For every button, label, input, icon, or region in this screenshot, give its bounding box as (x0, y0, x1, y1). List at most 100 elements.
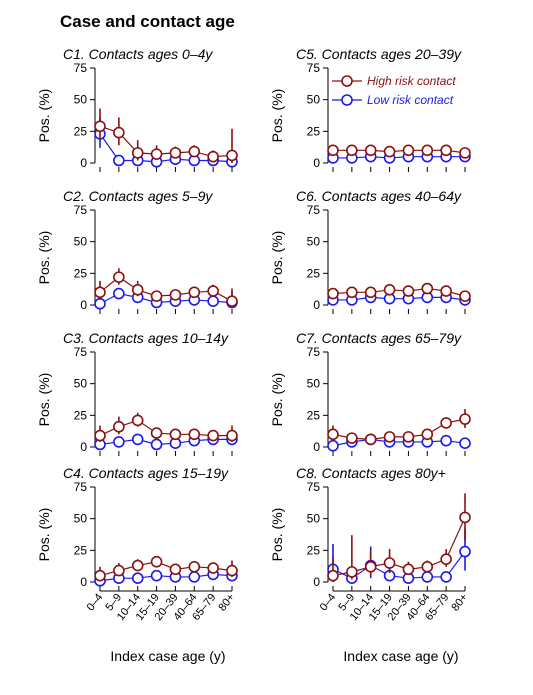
y-axis-label: Pos. (%) (36, 89, 52, 143)
data-point-high (94, 429, 106, 442)
data-point-high (440, 553, 452, 566)
data-point-high (440, 285, 452, 297)
panel-C7: C7. Contacts ages 65–79y 0 25 50 75 Pos. (%) (269, 330, 471, 456)
data-point-high (327, 144, 339, 157)
data-point-high (459, 511, 471, 524)
panel-C4: C4. Contacts ages 15–19y 0 25 50 75 Pos. (%) 0… (36, 465, 238, 664)
panel-title: C6. Contacts ages 40–64y (296, 188, 462, 204)
data-point-high (169, 563, 182, 576)
data-point-high (383, 431, 396, 443)
data-point-high (131, 559, 144, 572)
y-axis-label: Pos. (%) (269, 508, 285, 562)
data-point-low (131, 572, 144, 585)
data-point-high (402, 563, 415, 576)
data-point-high (131, 414, 144, 427)
y-tick-label: 75 (74, 480, 88, 494)
x-axis-label: Index case age (y) (343, 648, 458, 664)
panel-C5: C5. Contacts ages 20–39y 0 25 50 75 Pos. (%) H… (269, 46, 471, 172)
y-tick-label: 25 (307, 266, 321, 280)
y-tick-label: 75 (307, 203, 321, 217)
data-point-high (346, 144, 358, 157)
y-tick-label: 0 (80, 575, 87, 589)
data-point-low (113, 287, 125, 300)
data-point-low (113, 436, 125, 448)
y-tick-label: 25 (307, 408, 321, 422)
data-point-high (226, 429, 238, 442)
data-point-high (207, 429, 219, 442)
data-point-low (131, 433, 144, 446)
y-tick-label: 75 (307, 345, 321, 359)
x-axis-label: Index case age (y) (110, 648, 225, 664)
y-axis-label: Pos. (%) (269, 89, 285, 143)
y-tick-label: 0 (80, 298, 87, 312)
panel-title: C4. Contacts ages 15–19y (63, 465, 229, 481)
data-point-high (94, 569, 106, 582)
y-tick-label: 75 (74, 203, 88, 217)
y-tick-label: 75 (74, 345, 88, 359)
data-point-high (421, 144, 434, 157)
data-point-high (421, 282, 434, 295)
y-tick-label: 75 (307, 480, 321, 494)
y-tick-label: 50 (74, 377, 88, 391)
data-point-high (113, 271, 125, 283)
data-point-high (459, 413, 471, 425)
y-axis-label: Pos. (%) (269, 231, 285, 285)
data-point-high (169, 289, 182, 301)
y-tick-label: 50 (307, 93, 321, 107)
data-point-high (383, 145, 396, 158)
y-tick-label: 25 (307, 543, 321, 557)
data-point-high (94, 120, 106, 133)
data-point-high (188, 286, 201, 299)
panel-C8: C8. Contacts ages 80y+ 0 25 50 75 Pos. (%) 0–4… (269, 465, 471, 664)
data-point-high (131, 283, 144, 296)
y-tick-label: 0 (313, 156, 320, 170)
data-point-low (440, 434, 452, 447)
y-tick-label: 50 (307, 377, 321, 391)
data-point-high (327, 428, 339, 441)
data-point-high (364, 560, 377, 573)
page-title: Case and contact age (60, 12, 235, 31)
data-point-low (94, 297, 106, 310)
y-tick-label: 0 (80, 440, 87, 454)
data-point-high (346, 432, 358, 444)
data-point-high (226, 564, 238, 577)
data-point-high (188, 560, 201, 573)
data-point-high (131, 147, 144, 159)
data-point-high (459, 290, 471, 302)
panel-title: C5. Contacts ages 20–39y (296, 46, 462, 62)
y-tick-label: 50 (74, 512, 88, 526)
data-point-low (150, 569, 163, 582)
data-point-high (226, 295, 238, 308)
data-point-high (207, 562, 219, 574)
y-tick-label: 75 (307, 61, 321, 75)
x-tick-label: 0–4 (85, 591, 106, 613)
y-tick-label: 50 (307, 235, 321, 249)
legend-marker (341, 94, 353, 106)
data-point-high (327, 569, 339, 582)
data-point-low (459, 437, 471, 450)
data-point-high (440, 417, 452, 429)
x-tick-label: 80+ (216, 591, 237, 613)
y-tick-label: 25 (307, 124, 321, 138)
y-axis-label: Pos. (%) (36, 231, 52, 285)
data-point-high (150, 290, 163, 302)
data-point-high (421, 428, 434, 441)
data-point-high (402, 431, 415, 443)
data-point-low (440, 571, 452, 583)
y-tick-label: 25 (74, 543, 88, 557)
data-point-high (207, 150, 219, 163)
panel-C1: C1. Contacts ages 0–4y 0 25 50 75 Pos. (%) (36, 46, 238, 172)
legend: High risk contact Low risk contact (332, 74, 456, 107)
data-point-low (150, 438, 163, 451)
data-point-low (207, 295, 219, 308)
y-axis-label: Pos. (%) (36, 508, 52, 562)
data-point-low (188, 571, 201, 583)
data-point-high (169, 428, 182, 441)
panel-title: C3. Contacts ages 10–14y (63, 330, 229, 346)
data-point-high (459, 147, 471, 159)
data-point-high (346, 286, 358, 299)
x-tick-label: 80+ (449, 591, 470, 613)
data-point-high (364, 433, 377, 446)
legend-marker (341, 75, 353, 87)
